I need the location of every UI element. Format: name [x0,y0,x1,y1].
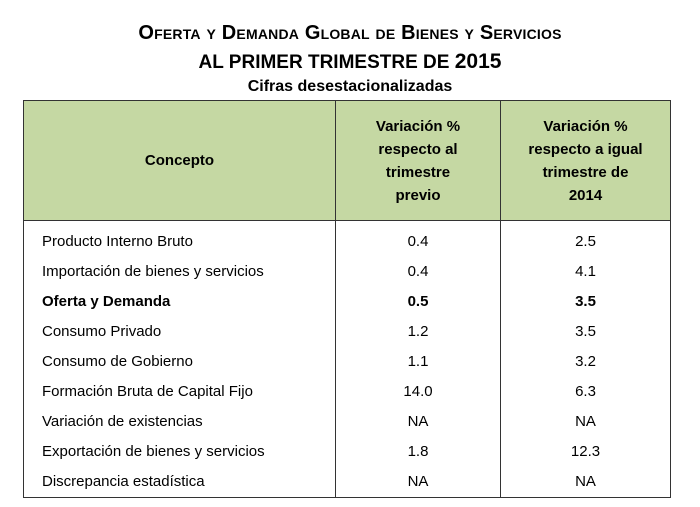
row-concept: Oferta y Demanda [23,286,336,316]
table-row: Discrepancia estadística NA NA [23,466,671,498]
row-variacion-anual: NA [500,406,671,436]
row-variacion-anual: 3.5 [500,316,671,346]
report-title: Oferta y Demanda Global de Bienes y Serv… [138,22,562,44]
row-variacion-anual: 3.5 [500,286,671,316]
row-variacion-previo: NA [335,406,501,436]
row-variacion-previo: 1.2 [335,316,501,346]
data-table: Concepto Variación % respecto al trimest… [23,100,671,498]
row-variacion-previo: NA [335,466,501,498]
subtitle-year: 2015 [454,50,502,73]
row-concept: Formación Bruta de Capital Fijo [23,376,336,406]
row-concept: Consumo de Gobierno [23,346,336,376]
header-col2-text: Variación % respecto al trimestre previo [375,117,461,204]
row-concept: Variación de existencias [23,406,336,436]
row-concept: Exportación de bienes y servicios [23,436,336,466]
report-subtitle: AL PRIMER TRIMESTRE DE 2015 [0,50,700,74]
row-variacion-previo: 0.4 [335,256,501,286]
table-header: Concepto Variación % respecto al trimest… [23,100,671,221]
row-variacion-previo: 0.5 [335,286,501,316]
table-row: Consumo Privado 1.2 3.5 [23,316,671,346]
table-row: Oferta y Demanda 0.5 3.5 [23,286,671,316]
row-variacion-anual: 12.3 [500,436,671,466]
row-variacion-anual: NA [500,466,671,498]
table-body: Producto Interno Bruto 0.4 2.5 Importación … [23,220,671,498]
table-row: Exportación de bienes y servicios 1.8 12.3 [23,436,671,466]
row-variacion-previo: 1.8 [335,436,501,466]
row-variacion-previo: 14.0 [335,376,501,406]
row-concept: Producto Interno Bruto [23,220,336,256]
table-row: Formación Bruta de Capital Fijo 14.0 6.3 [23,376,671,406]
row-variacion-anual: 6.3 [500,376,671,406]
table-row: Variación de existencias NA NA [23,406,671,436]
header-row: Concepto Variación % respecto al trimest… [23,100,671,221]
header-variacion-anual: Variación % respecto a igual trimestre d… [500,100,671,221]
table-row: Producto Interno Bruto 0.4 2.5 [23,220,671,256]
row-concept: Importación de bienes y servicios [23,256,336,286]
subtitle-prefix: AL PRIMER TRIMESTRE DE [198,52,450,73]
row-variacion-anual: 3.2 [500,346,671,376]
row-variacion-previo: 0.4 [335,220,501,256]
header-col3-text: Variación % respecto a igual trimestre d… [528,117,643,204]
header-variacion-trimestre-previo: Variación % respecto al trimestre previo [335,100,501,221]
row-variacion-anual: 4.1 [500,256,671,286]
header-concepto: Concepto [23,100,336,221]
row-concept: Discrepancia estadística [23,466,336,498]
row-variacion-previo: 1.1 [335,346,501,376]
row-concept: Consumo Privado [23,316,336,346]
row-variacion-anual: 2.5 [500,220,671,256]
table-row: Consumo de Gobierno 1.1 3.2 [23,346,671,376]
report-note: Cifras desestacionalizadas [247,78,453,95]
table-row: Importación de bienes y servicios 0.4 4.1 [23,256,671,286]
